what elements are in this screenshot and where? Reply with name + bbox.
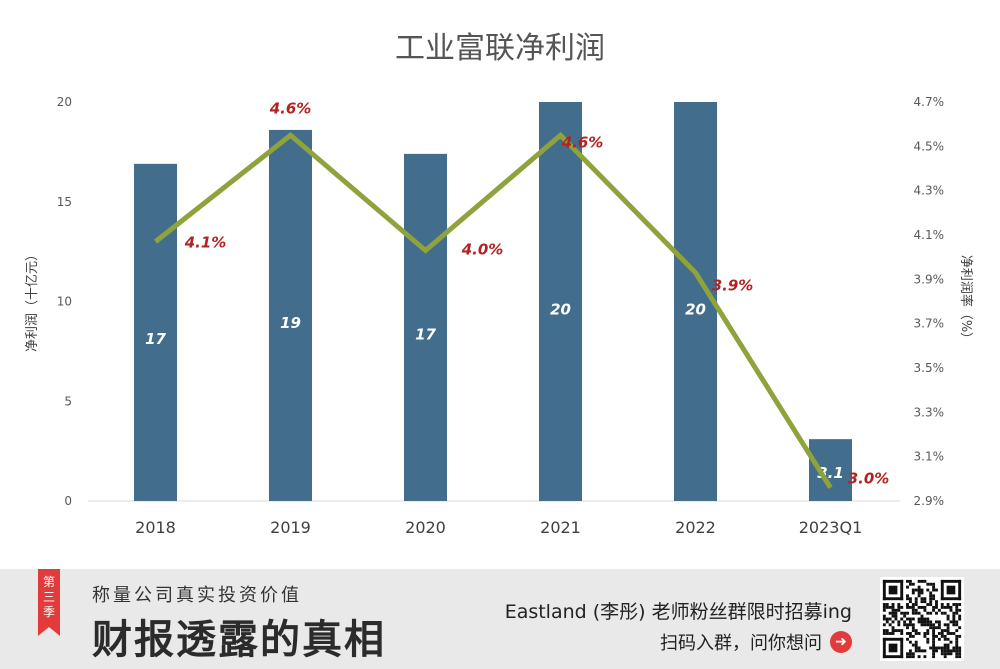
y2-tick-label: 2.9%: [914, 494, 945, 508]
promo-text: Eastland (李彤) 老师粉丝群限时招募ing: [504, 601, 852, 623]
qr-code-image[interactable]: [880, 577, 964, 661]
x-tick-label: 2023Q1: [799, 518, 863, 537]
brand-title: 财报透露的真相: [92, 616, 386, 663]
x-tick-label: 2022: [675, 518, 716, 537]
tagline: 称量公司真实投资价值: [92, 585, 302, 606]
line-data-label: 4.6%: [269, 99, 312, 117]
y2-tick-label: 4.1%: [914, 228, 945, 242]
cta-text: 扫码入群，问你想问: [660, 633, 822, 654]
chart-title: 工业富联净利润: [395, 31, 605, 66]
y-tick-label: 10: [57, 295, 72, 309]
line-data-label: 4.6%: [561, 133, 604, 151]
x-tick-label: 2021: [540, 518, 581, 537]
y-tick-label: 20: [57, 95, 72, 109]
y2-tick-label: 4.5%: [914, 139, 945, 153]
cta-row[interactable]: 扫码入群，问你想问 ➜: [660, 629, 852, 655]
x-axis-ticks: 2018 2019 2020 2021 2022 2023Q1: [135, 518, 862, 537]
chart: 工业富联净利润 0 5 10 15 20 2.9% 3.1% 3.3% 3.5% 3.7% 3.9…: [25, 31, 974, 537]
bar: [404, 153, 447, 501]
y2-tick-label: 3.7%: [914, 317, 945, 331]
y2-axis-title: 净利润率（%）: [958, 255, 974, 345]
bar: [269, 129, 312, 501]
y-tick-label: 5: [64, 394, 72, 408]
bar-data-label: 20: [685, 300, 706, 318]
season-tag: 第三季: [38, 569, 60, 636]
bar: [134, 163, 177, 501]
x-tick-label: 2020: [405, 518, 446, 537]
right-axis-ticks: 2.9% 3.1% 3.3% 3.5% 3.7% 3.9% 4.1% 4.3% 4.5% 4.7%: [914, 95, 945, 508]
line-data-labels: 4.1% 4.6% 4.0% 4.6% 3.9% 3.0%: [184, 99, 890, 487]
line-data-label: 3.0%: [848, 470, 890, 488]
x-tick-label: 2019: [270, 518, 311, 537]
x-tick-label: 2018: [135, 518, 176, 537]
line-data-label: 4.1%: [184, 234, 227, 252]
left-axis-ticks: 0 5 10 15 20: [57, 95, 72, 508]
bar-data-label: 19: [280, 314, 301, 332]
bar: [809, 439, 852, 501]
y2-tick-label: 4.7%: [914, 95, 945, 109]
y2-tick-label: 3.9%: [914, 272, 945, 286]
line-data-label: 3.9%: [712, 277, 754, 295]
footer-banner: 第三季 称量公司真实投资价值 财报透露的真相 Eastland (李彤) 老师粉…: [0, 569, 1000, 669]
y2-tick-label: 3.3%: [914, 405, 945, 419]
margin-line: [153, 131, 833, 490]
line-data-label: 4.0%: [461, 241, 504, 259]
bar-data-label: 20: [550, 300, 571, 318]
y2-tick-label: 3.5%: [914, 361, 945, 375]
bar: [674, 102, 717, 501]
y2-tick-label: 3.1%: [914, 450, 945, 464]
bar: [539, 102, 582, 501]
bar-data-label: 17: [145, 330, 166, 348]
arrow-right-icon[interactable]: ➜: [830, 631, 852, 653]
y-axis-title: 净利润（十亿元）: [25, 248, 40, 352]
y-tick-label: 0: [64, 494, 72, 508]
y-tick-label: 15: [57, 195, 72, 209]
bar-series: [134, 102, 852, 501]
bar-data-label: 17: [415, 325, 436, 343]
y2-tick-label: 4.3%: [914, 184, 945, 198]
